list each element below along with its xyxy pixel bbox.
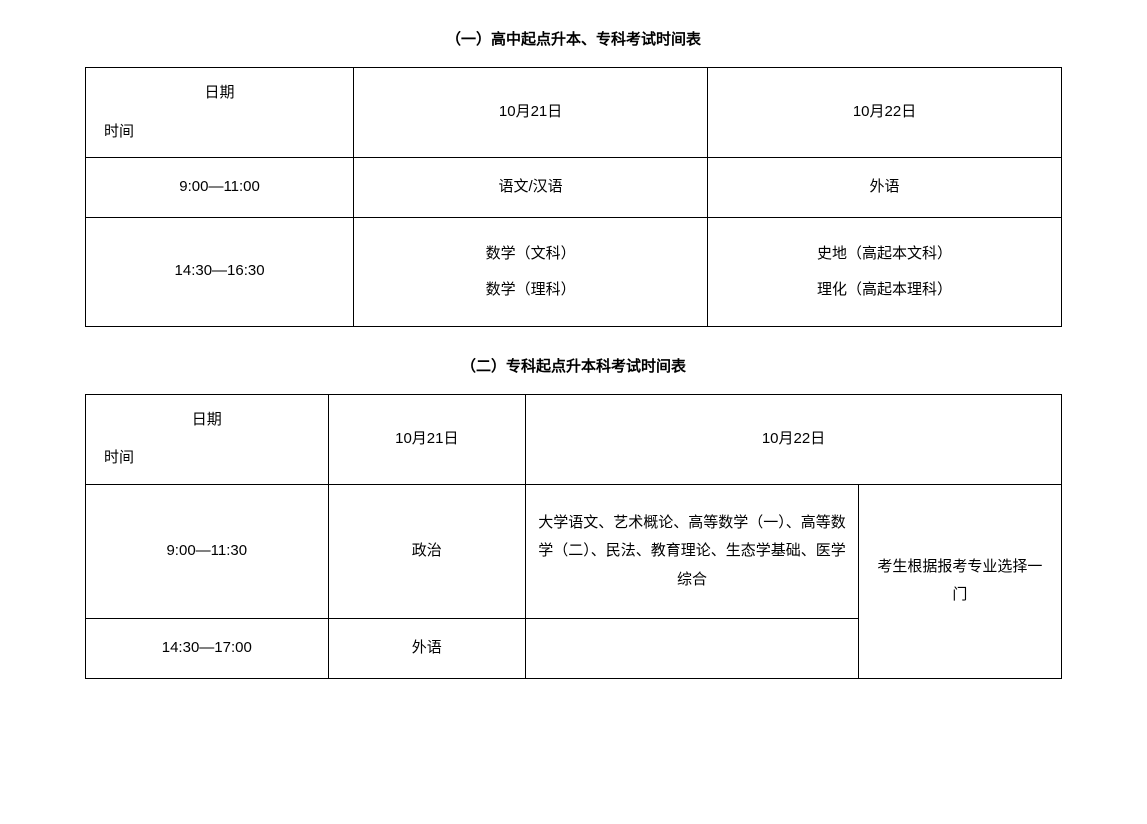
table1-header-corner: 日期 时间	[86, 68, 354, 158]
table2-row2-col3	[526, 619, 859, 679]
table2-row1-time: 9:00—11:30	[86, 484, 329, 619]
table1-row2-col3-line2: 理化（高起本理科）	[817, 281, 952, 298]
table1-time-label: 时间	[104, 121, 134, 144]
table2-row1-col3: 大学语文、艺术概论、高等数学（一）、高等数学（二）、民法、教育理论、生态学基础、…	[526, 484, 859, 619]
table1-row2: 14:30—16:30 数学（文科） 数学（理科） 史地（高起本文科） 理化（高…	[86, 217, 1062, 326]
table1-header-col2: 10月21日	[354, 68, 708, 158]
table1: 日期 时间 10月21日 10月22日 9:00—11:00 语文/汉语 外语 …	[85, 67, 1062, 327]
table1-row2-col2: 数学（文科） 数学（理科）	[354, 217, 708, 326]
table1-row2-time: 14:30—16:30	[86, 217, 354, 326]
table2-row2-time: 14:30—17:00	[86, 619, 329, 679]
table1-row1-col3: 外语	[708, 158, 1062, 218]
table1-date-label: 日期	[205, 82, 235, 105]
table1-row2-col3: 史地（高起本文科） 理化（高起本理科）	[708, 217, 1062, 326]
table2: 日期 时间 10月21日 10月22日 9:00—11:30 政治 大学语文、艺…	[85, 394, 1062, 679]
table1-title: （一）高中起点升本、专科考试时间表	[85, 28, 1062, 49]
table2-time-label: 时间	[104, 447, 134, 470]
table1-row2-col2-line2: 数学（理科）	[486, 281, 576, 298]
table2-row1-col4: 考生根据报考专业选择一门	[858, 484, 1061, 678]
table2-row1-col2: 政治	[328, 484, 525, 619]
table2-header-col2: 10月21日	[328, 394, 525, 484]
table2-title: （二）专科起点升本科考试时间表	[85, 355, 1062, 376]
table1-header-col3: 10月22日	[708, 68, 1062, 158]
table2-header-col3: 10月22日	[526, 394, 1062, 484]
table2-row2-col2: 外语	[328, 619, 525, 679]
table1-row1: 9:00—11:00 语文/汉语 外语	[86, 158, 1062, 218]
table2-header-row: 日期 时间 10月21日 10月22日	[86, 394, 1062, 484]
table1-row1-col2: 语文/汉语	[354, 158, 708, 218]
table1-row2-col3-line1: 史地（高起本文科）	[817, 245, 952, 262]
table2-date-label: 日期	[192, 409, 222, 432]
table2-row1: 9:00—11:30 政治 大学语文、艺术概论、高等数学（一）、高等数学（二）、…	[86, 484, 1062, 619]
table2-header-corner: 日期 时间	[86, 394, 329, 484]
table1-row2-col2-line1: 数学（文科）	[486, 245, 576, 262]
table1-header-row: 日期 时间 10月21日 10月22日	[86, 68, 1062, 158]
table1-row1-time: 9:00—11:00	[86, 158, 354, 218]
